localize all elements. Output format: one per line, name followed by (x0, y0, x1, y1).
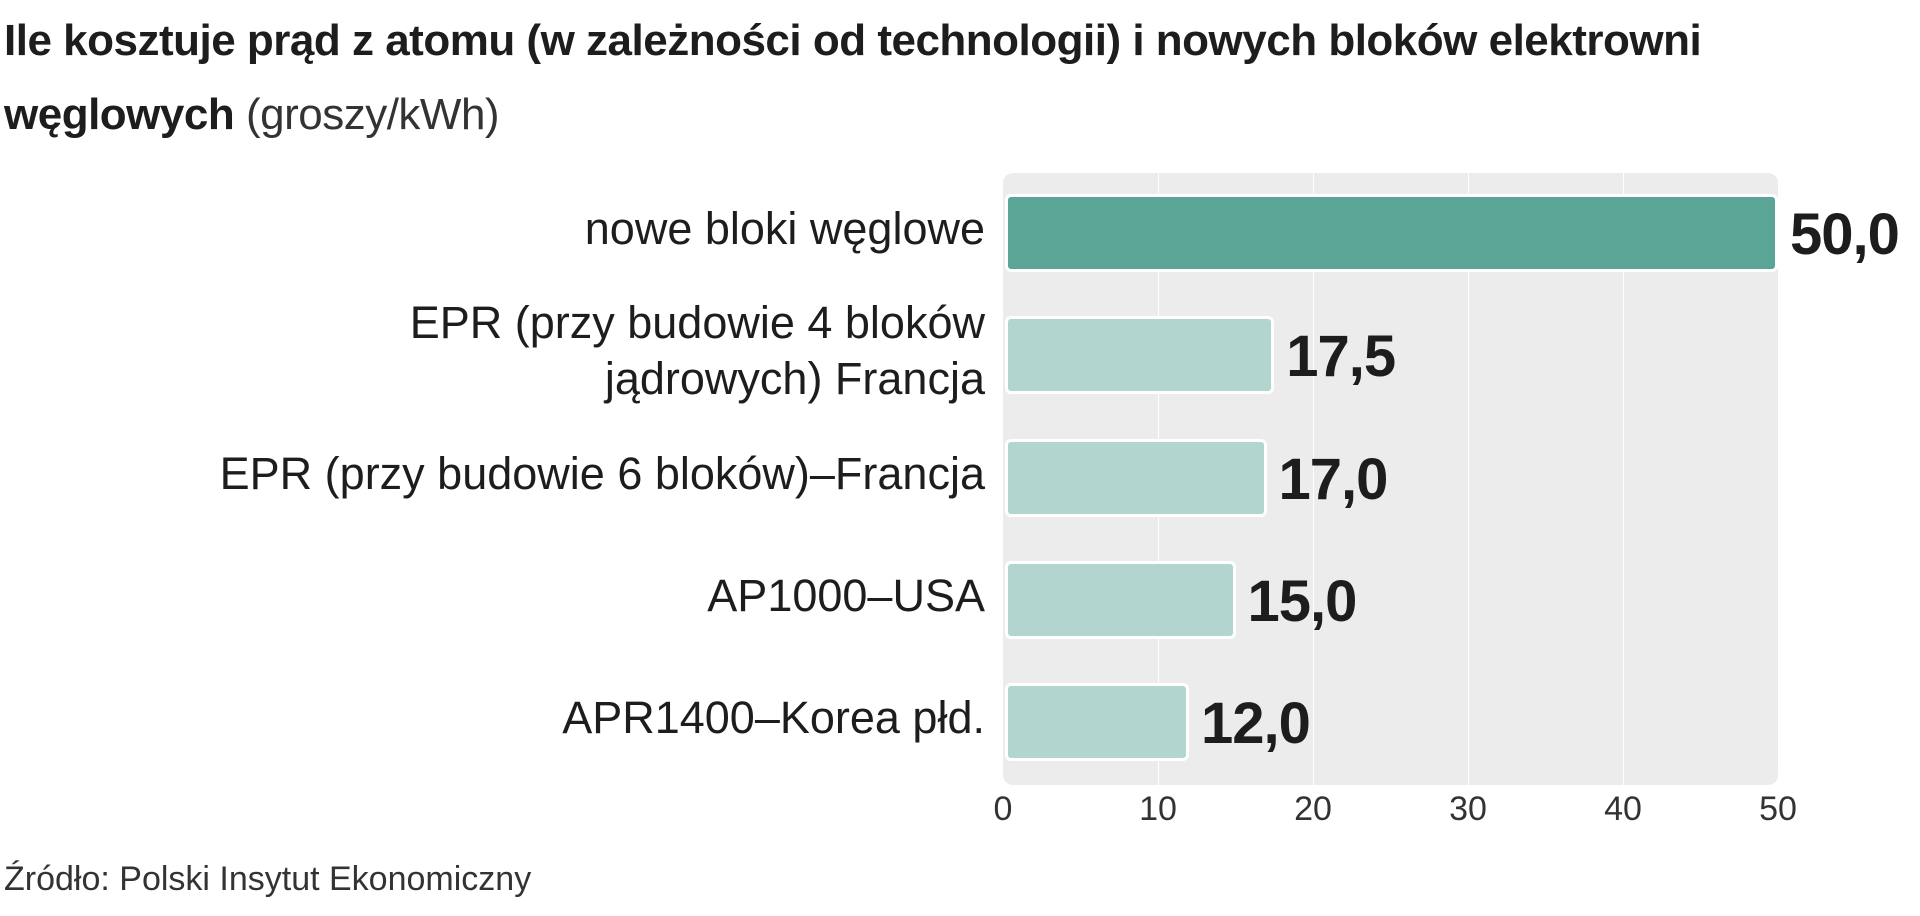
gridline-30 (1468, 173, 1469, 785)
bar (1005, 439, 1267, 517)
chart-title: Ile kosztuje prąd z atomu (w zależności … (4, 4, 1904, 152)
value-label: 15,0 (1247, 569, 1358, 634)
title-unit: (groszy/kWh) (245, 90, 500, 139)
x-tick-label: 0 (993, 790, 1013, 828)
bar (1005, 561, 1236, 639)
gridline-20 (1313, 173, 1314, 785)
bar (1005, 194, 1778, 272)
bar (1005, 683, 1189, 761)
source-note: Źródło: Polski Insytut Ekonomiczny (4, 860, 532, 898)
category-label: EPR (przy budowie 6 bloków)–Francja (219, 448, 985, 499)
gridline-40 (1623, 173, 1624, 785)
category-label: APR1400–Korea płd. (562, 692, 985, 743)
value-label: 12,0 (1201, 691, 1311, 756)
value-label: 17,5 (1286, 324, 1396, 389)
bar (1005, 316, 1275, 394)
value-label: 50,0 (1790, 202, 1900, 267)
x-tick-label: 40 (1604, 790, 1642, 828)
x-tick-label: 20 (1294, 790, 1332, 828)
category-label: AP1000–USA (707, 570, 985, 621)
category-label: EPR (przy budowie 4 bloków jądrowych) Fr… (409, 297, 985, 404)
x-tick-label: 30 (1449, 790, 1487, 828)
x-tick-label: 50 (1759, 790, 1797, 828)
category-label: nowe bloki węglowe (584, 203, 985, 254)
x-tick-label: 10 (1139, 790, 1177, 828)
value-label: 17,0 (1278, 447, 1389, 512)
title-main: Ile kosztuje prąd z atomu (w zależności … (4, 16, 1702, 139)
